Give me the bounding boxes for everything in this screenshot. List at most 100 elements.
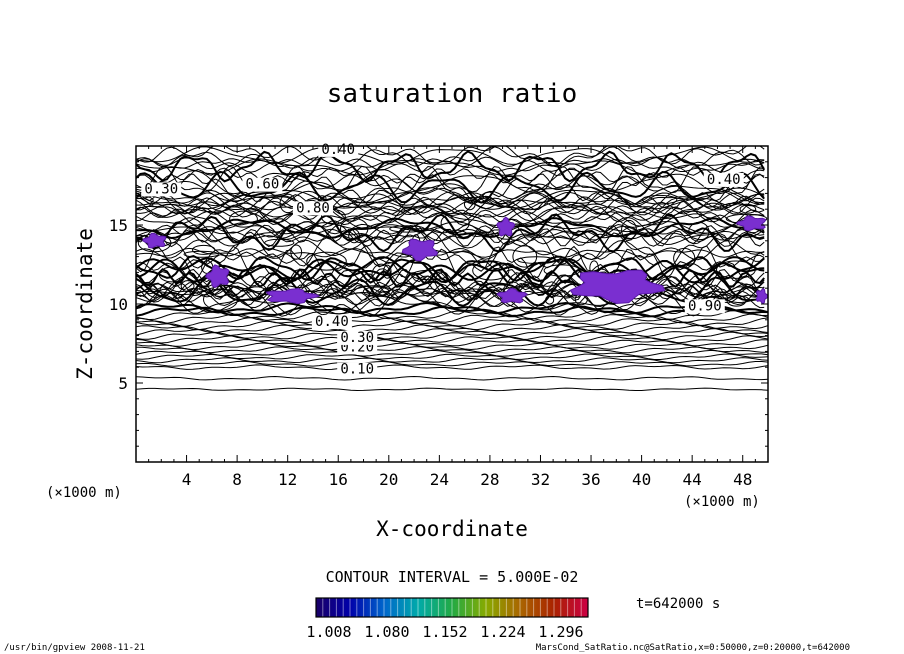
contour-label-bg xyxy=(337,330,378,345)
x-tick-label: 4 xyxy=(182,470,192,489)
contour-label-bg xyxy=(292,201,333,216)
contour-line xyxy=(136,202,765,229)
footer-right: MarsCond_SatRatio.nc@SatRatio,x=0:50000,… xyxy=(536,643,850,653)
supersaturation-fill xyxy=(142,215,768,305)
colorbar-tick-label: 1.080 xyxy=(364,623,409,641)
chart-title: saturation ratio xyxy=(327,79,577,109)
contour-line xyxy=(136,301,768,315)
contour-eddy xyxy=(340,218,369,240)
contour-line xyxy=(136,331,768,341)
x-tick-label: 44 xyxy=(683,470,702,489)
contour-label-bg xyxy=(684,299,725,314)
colorbar-frame xyxy=(315,597,589,618)
contour-eddy xyxy=(739,204,757,214)
contour-label: 0.40 xyxy=(707,172,741,188)
supersaturation-region xyxy=(265,287,321,305)
contour-eddy xyxy=(203,288,238,311)
supersaturation-region xyxy=(204,264,230,289)
contour-label-bg xyxy=(337,362,378,377)
contour-eddy xyxy=(411,269,448,281)
contour-line xyxy=(136,346,768,354)
x-tick-label: 16 xyxy=(329,470,348,489)
x-tick-label: 20 xyxy=(379,470,398,489)
contour-eddy xyxy=(472,260,510,281)
x-axis-label: X-coordinate xyxy=(376,517,528,541)
contour-interval: CONTOUR INTERVAL = 5.000E-02 xyxy=(326,568,579,586)
y-axis-label: Z-coordinate xyxy=(73,228,97,380)
contour-line xyxy=(136,375,768,381)
colorbar-ticks: 1.008 1.080 1.152 1.224 1.296 xyxy=(306,623,583,641)
supersaturation-region xyxy=(569,269,666,305)
contour-line xyxy=(136,338,768,347)
time-label: t=642000 s xyxy=(636,596,720,612)
contour-line xyxy=(136,387,768,392)
y-tick-label: 15 xyxy=(109,216,128,235)
contour-line xyxy=(136,353,768,360)
contour-line xyxy=(136,150,766,184)
x-tick-label: 12 xyxy=(278,470,297,489)
supersaturation-region xyxy=(142,232,167,249)
contour-line xyxy=(136,197,765,215)
contour-line xyxy=(136,342,768,351)
contour-label: 0.30 xyxy=(340,330,374,346)
contour-line xyxy=(136,199,765,216)
contour-eddy xyxy=(389,225,425,233)
contour-line xyxy=(136,286,765,307)
contour-line xyxy=(136,194,765,211)
colorbar-tick-label: 1.008 xyxy=(306,623,351,641)
contour-eddy xyxy=(348,229,361,244)
x-tick-label: 24 xyxy=(430,470,449,489)
contour-eddy xyxy=(317,195,327,202)
contour-label-bg xyxy=(311,315,352,330)
contour-line xyxy=(136,291,765,316)
contour-eddy xyxy=(673,247,696,269)
contour-eddy xyxy=(383,264,392,279)
contour-eddy xyxy=(136,195,154,206)
y-axis-ticks: 5 10 15 xyxy=(109,161,768,447)
contour-line xyxy=(136,268,765,288)
contour-label: 0.60 xyxy=(246,177,280,193)
contour-line xyxy=(136,146,765,165)
contour-line xyxy=(136,349,768,357)
contour-line xyxy=(136,205,765,226)
colorbar-tick-label: 1.224 xyxy=(480,623,525,641)
contour-eddy xyxy=(642,194,678,205)
contour-line xyxy=(136,251,765,271)
contour-line xyxy=(136,255,765,282)
contour-label: 0.10 xyxy=(340,362,374,378)
x-unit-right: (×1000 m) xyxy=(684,494,760,510)
supersaturation-region xyxy=(401,238,439,262)
x-tick-label: 40 xyxy=(632,470,651,489)
contour-line xyxy=(136,217,765,240)
contour-label: 0.80 xyxy=(296,200,330,216)
contour-eddy xyxy=(621,219,637,240)
contour-line xyxy=(136,158,765,176)
contour-eddy xyxy=(180,280,195,293)
contour-eddy xyxy=(440,212,470,234)
contour-line xyxy=(136,268,765,302)
colorbar-tick-label: 1.152 xyxy=(422,623,467,641)
contour-eddy xyxy=(463,197,476,211)
contour-line xyxy=(136,187,765,210)
colorbar xyxy=(315,597,589,618)
contour-line xyxy=(136,280,765,301)
contour-line xyxy=(136,167,765,184)
x-tick-label: 32 xyxy=(531,470,550,489)
contour-eddy xyxy=(726,294,747,307)
colorbar-gradient xyxy=(316,598,588,617)
contour-label-bg xyxy=(703,172,744,187)
contour-line xyxy=(136,271,765,299)
colorbar-tick-label: 1.296 xyxy=(538,623,583,641)
contour-label: 0.40 xyxy=(315,314,349,330)
contour-eddy xyxy=(183,250,219,258)
contour-eddy xyxy=(517,256,556,264)
contour-line xyxy=(136,191,765,207)
contour-line xyxy=(136,216,765,250)
supersaturation-region xyxy=(496,216,516,237)
contour-eddy xyxy=(290,244,303,260)
contour-eddy xyxy=(543,264,581,277)
contour-eddy xyxy=(264,238,295,247)
contour-line xyxy=(136,231,765,270)
contour-eddy xyxy=(362,286,390,297)
x-axis-ticks: 4 8 12 16 20 24 28 32 36 40 44 48 xyxy=(148,146,756,489)
